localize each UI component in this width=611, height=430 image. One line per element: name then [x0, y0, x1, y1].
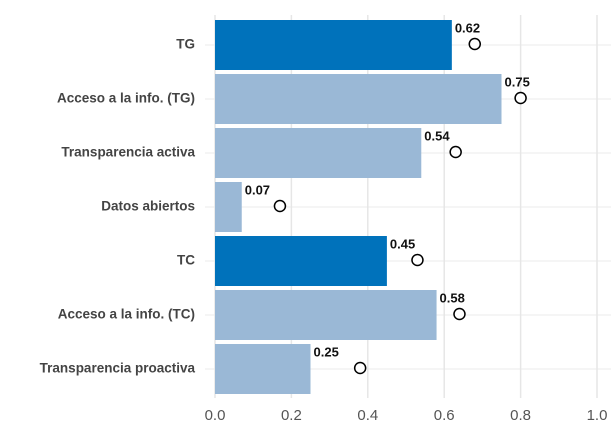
y-tick-label: Acceso a la info. (TC)	[58, 307, 195, 322]
marker	[353, 361, 367, 375]
bar	[215, 344, 311, 394]
data-label: 0.58	[440, 290, 465, 305]
marker	[273, 199, 287, 213]
data-label: 0.45	[390, 236, 415, 251]
bar	[215, 182, 242, 232]
y-tick-label: Acceso a la info. (TG)	[57, 91, 195, 106]
x-tick-label: 0.8	[510, 407, 531, 424]
marker	[449, 145, 462, 159]
x-tick-label: 0.4	[357, 407, 378, 424]
x-tick-label: 0.0	[205, 407, 226, 424]
y-tick-label: Transparencia proactiva	[40, 361, 196, 376]
data-label: 0.25	[314, 344, 339, 359]
marker	[514, 91, 527, 105]
bar	[215, 74, 502, 124]
bar	[215, 290, 437, 340]
y-tick-label: TG	[176, 37, 195, 52]
x-tick-label: 1.0	[587, 407, 608, 424]
marker	[453, 307, 466, 321]
data-label: 0.07	[245, 182, 270, 197]
x-tick-label: 0.2	[281, 407, 302, 424]
marker	[468, 37, 482, 51]
data-label: 0.54	[424, 128, 450, 143]
y-tick-label: TC	[177, 253, 195, 268]
bar	[215, 128, 422, 178]
marker	[411, 253, 424, 267]
y-tick-label: Datos abiertos	[101, 199, 195, 214]
data-label: 0.75	[505, 74, 530, 89]
bar	[215, 20, 452, 70]
bar	[215, 236, 387, 286]
y-tick-label: Transparencia activa	[61, 145, 195, 160]
data-label: 0.62	[455, 20, 480, 35]
x-tick-label: 0.6	[434, 407, 455, 424]
